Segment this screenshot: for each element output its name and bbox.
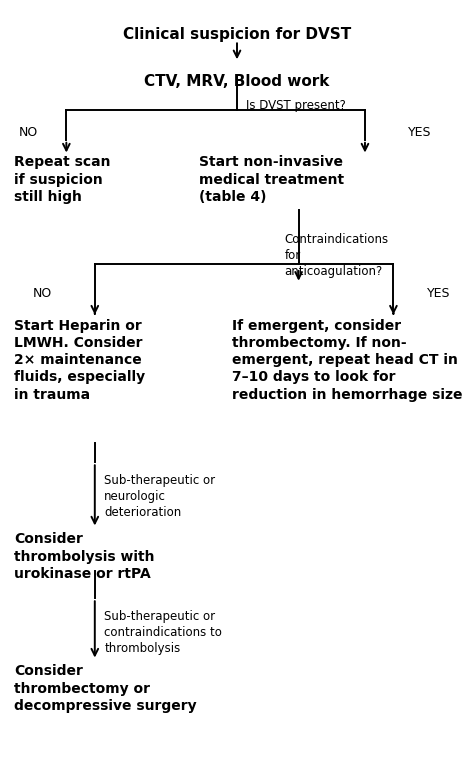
Text: Consider
thrombolysis with
urokinase or rtPA: Consider thrombolysis with urokinase or …	[14, 532, 155, 581]
Text: Start non-invasive
medical treatment
(table 4): Start non-invasive medical treatment (ta…	[199, 155, 344, 204]
Text: NO: NO	[33, 287, 53, 301]
Text: NO: NO	[19, 126, 38, 139]
Text: Clinical suspicion for DVST: Clinical suspicion for DVST	[123, 27, 351, 42]
Text: Repeat scan
if suspicion
still high: Repeat scan if suspicion still high	[14, 155, 111, 204]
Text: Sub-therapeutic or
contraindications to
thrombolysis: Sub-therapeutic or contraindications to …	[104, 610, 222, 655]
Text: Is DVST present?: Is DVST present?	[246, 99, 346, 113]
Text: Consider
thrombectomy or
decompressive surgery: Consider thrombectomy or decompressive s…	[14, 664, 197, 713]
Text: Contraindications
for
anticoagulation?: Contraindications for anticoagulation?	[284, 233, 389, 278]
Text: If emergent, consider
thrombectomy. If non-
emergent, repeat head CT in
7–10 day: If emergent, consider thrombectomy. If n…	[232, 319, 463, 402]
Text: Sub-therapeutic or
neurologic
deterioration: Sub-therapeutic or neurologic deteriorat…	[104, 474, 215, 519]
Text: CTV, MRV, Blood work: CTV, MRV, Blood work	[144, 74, 330, 89]
Text: YES: YES	[408, 126, 431, 139]
Text: YES: YES	[427, 287, 450, 301]
Text: Start Heparin or
LMWH. Consider
2× maintenance
fluids, especially
in trauma: Start Heparin or LMWH. Consider 2× maint…	[14, 319, 146, 402]
